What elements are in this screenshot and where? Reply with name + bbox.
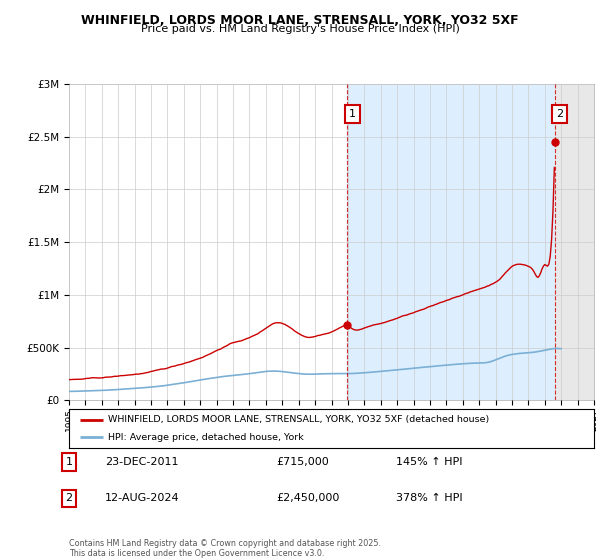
Text: £715,000: £715,000 <box>276 457 329 467</box>
Text: WHINFIELD, LORDS MOOR LANE, STRENSALL, YORK, YO32 5XF (detached house): WHINFIELD, LORDS MOOR LANE, STRENSALL, Y… <box>109 416 490 424</box>
Text: Contains HM Land Registry data © Crown copyright and database right 2025.
This d: Contains HM Land Registry data © Crown c… <box>69 539 381 558</box>
Bar <box>347 84 555 400</box>
Text: 12-AUG-2024: 12-AUG-2024 <box>105 493 179 503</box>
Bar <box>555 84 600 400</box>
Text: WHINFIELD, LORDS MOOR LANE, STRENSALL, YORK, YO32 5XF: WHINFIELD, LORDS MOOR LANE, STRENSALL, Y… <box>81 14 519 27</box>
Text: 2: 2 <box>65 493 73 503</box>
Text: 23-DEC-2011: 23-DEC-2011 <box>105 457 179 467</box>
Text: HPI: Average price, detached house, York: HPI: Average price, detached house, York <box>109 432 304 441</box>
Text: 378% ↑ HPI: 378% ↑ HPI <box>396 493 463 503</box>
Text: 1: 1 <box>349 109 356 119</box>
Text: 1: 1 <box>65 457 73 467</box>
Text: Price paid vs. HM Land Registry's House Price Index (HPI): Price paid vs. HM Land Registry's House … <box>140 24 460 34</box>
Text: 2: 2 <box>556 109 563 119</box>
Text: £2,450,000: £2,450,000 <box>276 493 340 503</box>
Text: 145% ↑ HPI: 145% ↑ HPI <box>396 457 463 467</box>
Bar <box>555 84 600 400</box>
